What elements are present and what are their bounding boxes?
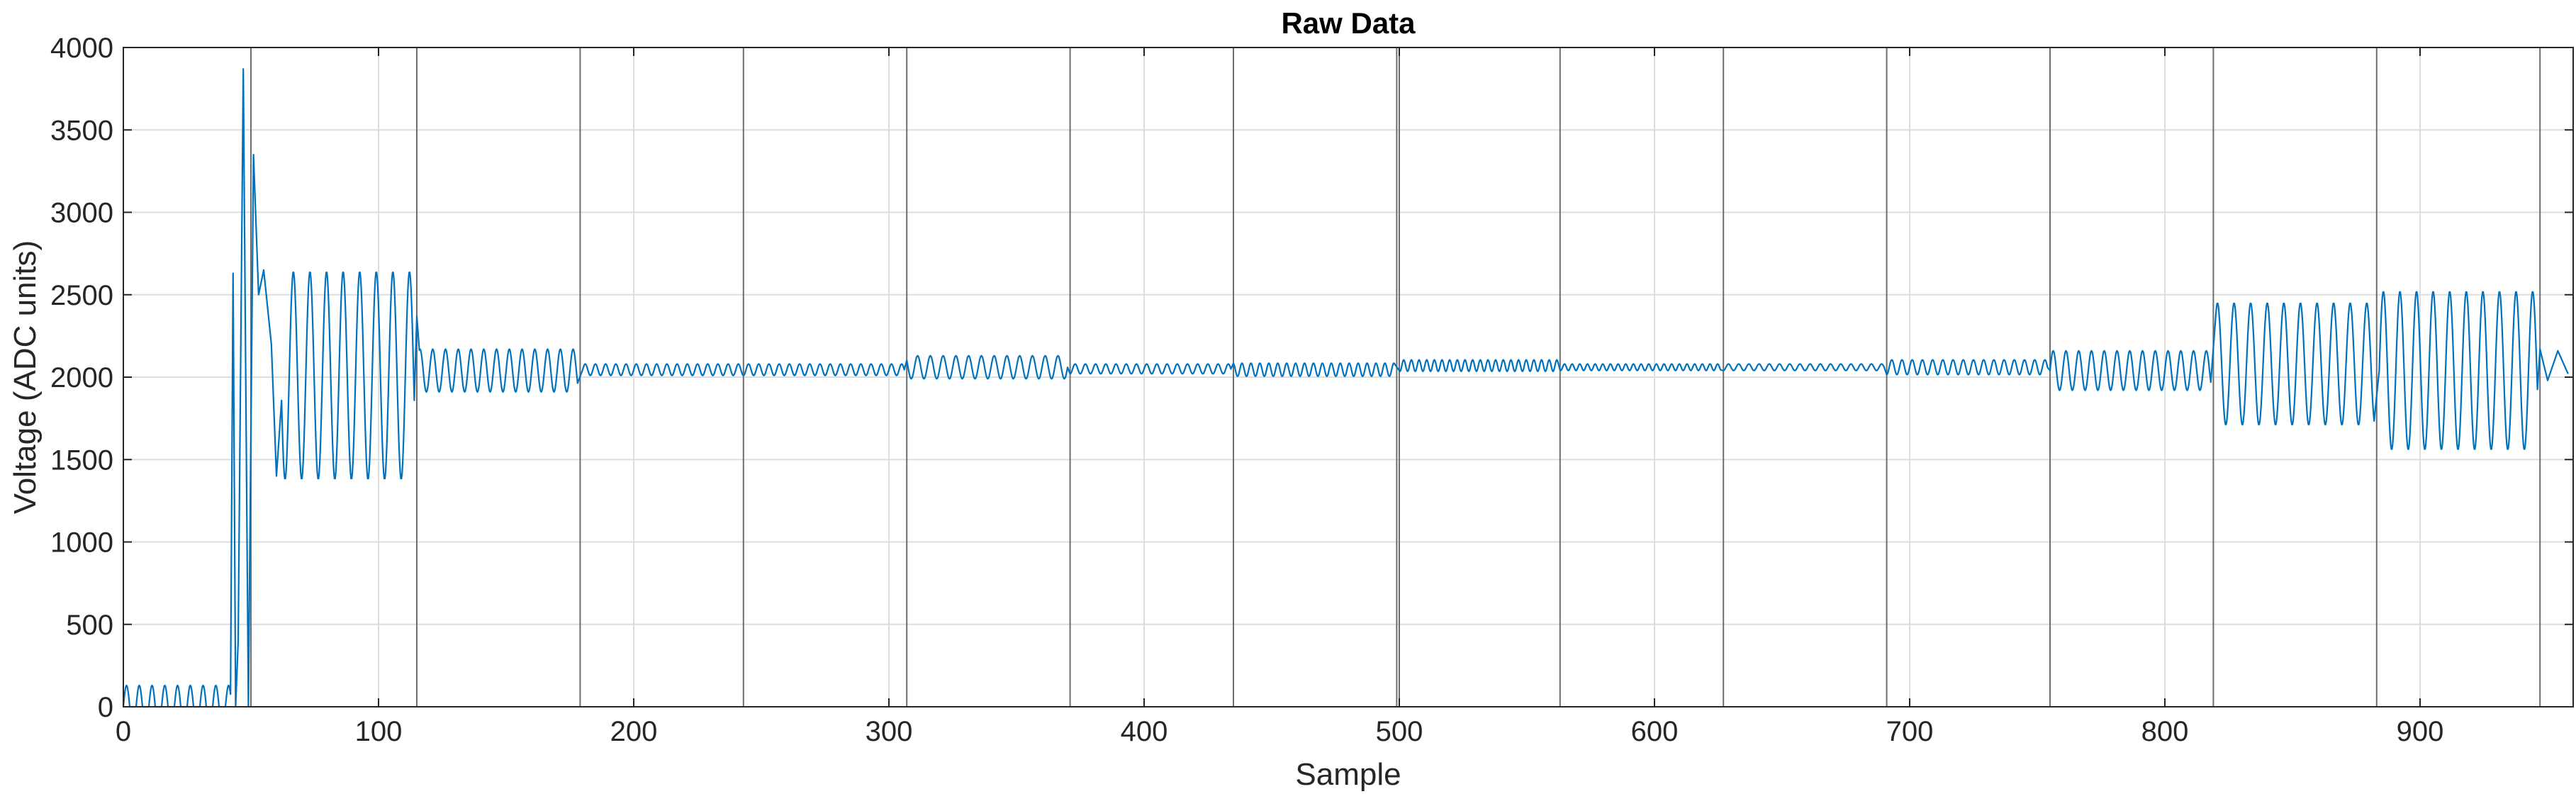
raw-data-series-line (122, 68, 2569, 708)
y-tick-label: 4000 (50, 33, 113, 64)
x-tick-label: 500 (1376, 716, 1423, 747)
y-tick-label: 2000 (50, 362, 113, 393)
y-axis: 0 500 1000 1500 2000 2500 3000 3500 4000 (50, 33, 2573, 723)
x-tick-label: 800 (2141, 716, 2189, 747)
y-tick-label: 3000 (50, 198, 113, 229)
y-tick-label: 1000 (50, 527, 113, 559)
x-tick-label: 300 (866, 716, 913, 747)
chart-title: Raw Data (1281, 6, 1416, 40)
y-axis-label: Voltage (ADC units) (8, 240, 43, 514)
x-tick-label: 400 (1121, 716, 1168, 747)
x-tick-label: 900 (2397, 716, 2444, 747)
y-tick-label: 3500 (50, 115, 113, 146)
y-tick-label: 500 (66, 610, 113, 641)
y-tick-label: 1500 (50, 444, 113, 476)
x-tick-label: 700 (1886, 716, 1934, 747)
x-tick-label: 100 (355, 716, 403, 747)
y-tick-label: 2500 (50, 280, 113, 311)
x-tick-label: 200 (610, 716, 658, 747)
x-axis: 0 100 200 300 400 500 600 700 800 900 (116, 47, 2444, 747)
series-group (122, 68, 2569, 708)
boundary-markers (250, 47, 2541, 707)
x-tick-label: 0 (116, 716, 131, 747)
x-tick-label: 600 (1631, 716, 1679, 747)
x-axis-label: Sample (1295, 757, 1401, 792)
y-tick-label: 0 (98, 692, 113, 723)
